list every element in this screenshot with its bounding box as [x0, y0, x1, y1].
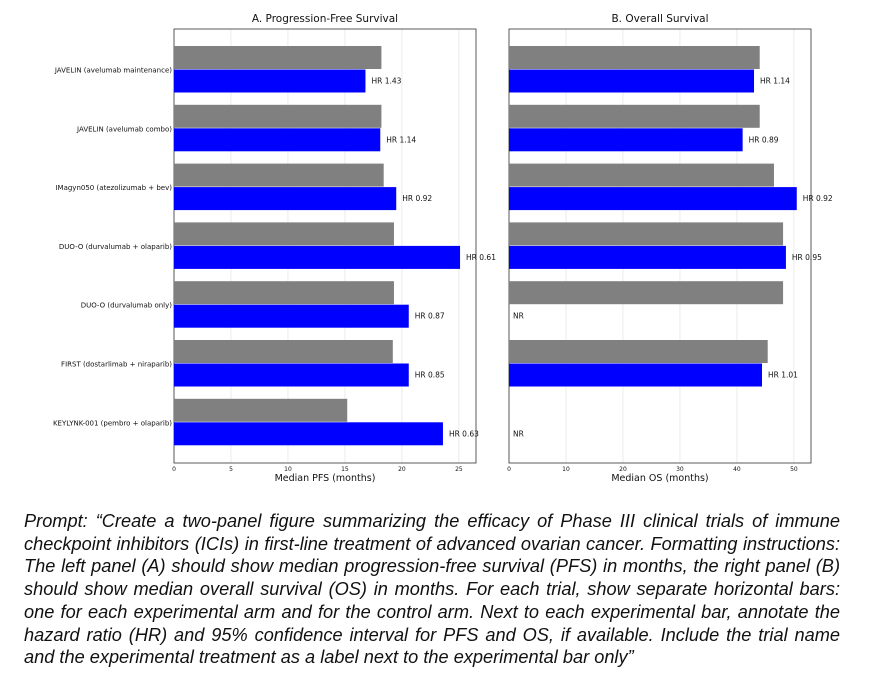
chart-canvas: A. Progression-Free Survival 0 5 10 15 20 25 Me… [53, 13, 833, 484]
pfs-hr-annotation: HR 1.14 [386, 135, 416, 144]
prompt-caption: Prompt: “Create a two-panel figure summa… [24, 511, 840, 668]
pfs-experimental-bar [174, 69, 366, 93]
os-control-bar [509, 104, 760, 128]
os-x-tick-label: 0 [507, 466, 511, 473]
trial-label: FIRST (dostarlimab + niraparib) [61, 361, 172, 369]
os-control-bar [509, 222, 784, 246]
os-experimental-bar [509, 69, 755, 93]
os-experimental-bar [509, 245, 786, 269]
os-panel-title: B. Overall Survival [611, 13, 708, 25]
pfs-experimental-bar [174, 187, 397, 211]
pfs-hr-annotation: HR 0.92 [402, 194, 432, 203]
pfs-x-tick-label: 15 [341, 466, 349, 473]
pfs-control-bar [174, 163, 384, 187]
pfs-hr-annotation: HR 1.43 [371, 77, 401, 86]
pfs-x-tick-label: 25 [455, 466, 463, 473]
os-hr-annotation: NR [513, 429, 524, 438]
pfs-experimental-bar [174, 245, 461, 269]
pfs-x-tick-label: 0 [172, 466, 176, 473]
os-experimental-bar [509, 128, 743, 152]
pfs-x-axis-label: Median PFS (months) [275, 473, 376, 484]
pfs-experimental-bar [174, 363, 409, 387]
pfs-x-tick-label: 5 [229, 466, 233, 473]
two-panel-figure: A. Progression-Free Survival 0 5 10 15 20 25 Me… [53, 13, 833, 484]
trial-label: DUO-O (durvalumab only) [81, 302, 173, 310]
os-control-bar [509, 281, 784, 305]
pfs-hr-annotation: HR 0.87 [415, 312, 445, 321]
trial-label: IMagyn050 (atezolizumab + bev) [55, 184, 172, 192]
os-control-bar [509, 340, 768, 363]
os-x-axis-label: Median OS (months) [611, 473, 708, 484]
os-experimental-bar [509, 363, 762, 387]
os-x-tick-label: 40 [733, 466, 741, 473]
pfs-x-tick-label: 20 [398, 466, 406, 473]
pfs-panel-title: A. Progression-Free Survival [252, 13, 398, 25]
os-hr-annotation: HR 0.95 [792, 253, 822, 262]
os-x-tick-label: 50 [790, 466, 798, 473]
os-experimental-bar [509, 187, 797, 211]
os-hr-annotation: NR [513, 312, 524, 321]
trial-label: JAVELIN (avelumab maintenance) [54, 67, 172, 75]
trial-label: KEYLYNK-001 (pembro + olaparib) [53, 419, 172, 427]
pfs-control-bar [174, 281, 394, 305]
os-control-bar [509, 163, 774, 187]
pfs-experimental-bar [174, 304, 409, 328]
pfs-control-bar [174, 104, 382, 128]
os-x-tick-label: 20 [619, 466, 627, 473]
pfs-x-tick-label: 10 [284, 466, 292, 473]
pfs-control-bar [174, 398, 348, 422]
trial-label: JAVELIN (avelumab combo) [76, 125, 172, 133]
os-hr-annotation: HR 0.92 [803, 194, 833, 203]
pfs-hr-annotation: HR 0.85 [415, 371, 445, 380]
pfs-control-bar [174, 340, 393, 363]
os-control-bar [509, 46, 760, 69]
pfs-hr-annotation: HR 0.61 [466, 253, 496, 262]
os-x-tick-label: 30 [676, 466, 684, 473]
pfs-hr-annotation: HR 0.63 [449, 429, 479, 438]
os-hr-annotation: HR 1.14 [760, 77, 790, 86]
pfs-control-bar [174, 46, 382, 69]
trial-label: DUO-O (durvalumab + olaparib) [59, 243, 172, 251]
os-x-tick-label: 10 [562, 466, 570, 473]
os-hr-annotation: HR 1.01 [768, 371, 798, 380]
pfs-control-bar [174, 222, 394, 246]
pfs-experimental-bar [174, 422, 443, 446]
os-hr-annotation: HR 0.89 [749, 135, 779, 144]
pfs-experimental-bar [174, 128, 381, 152]
